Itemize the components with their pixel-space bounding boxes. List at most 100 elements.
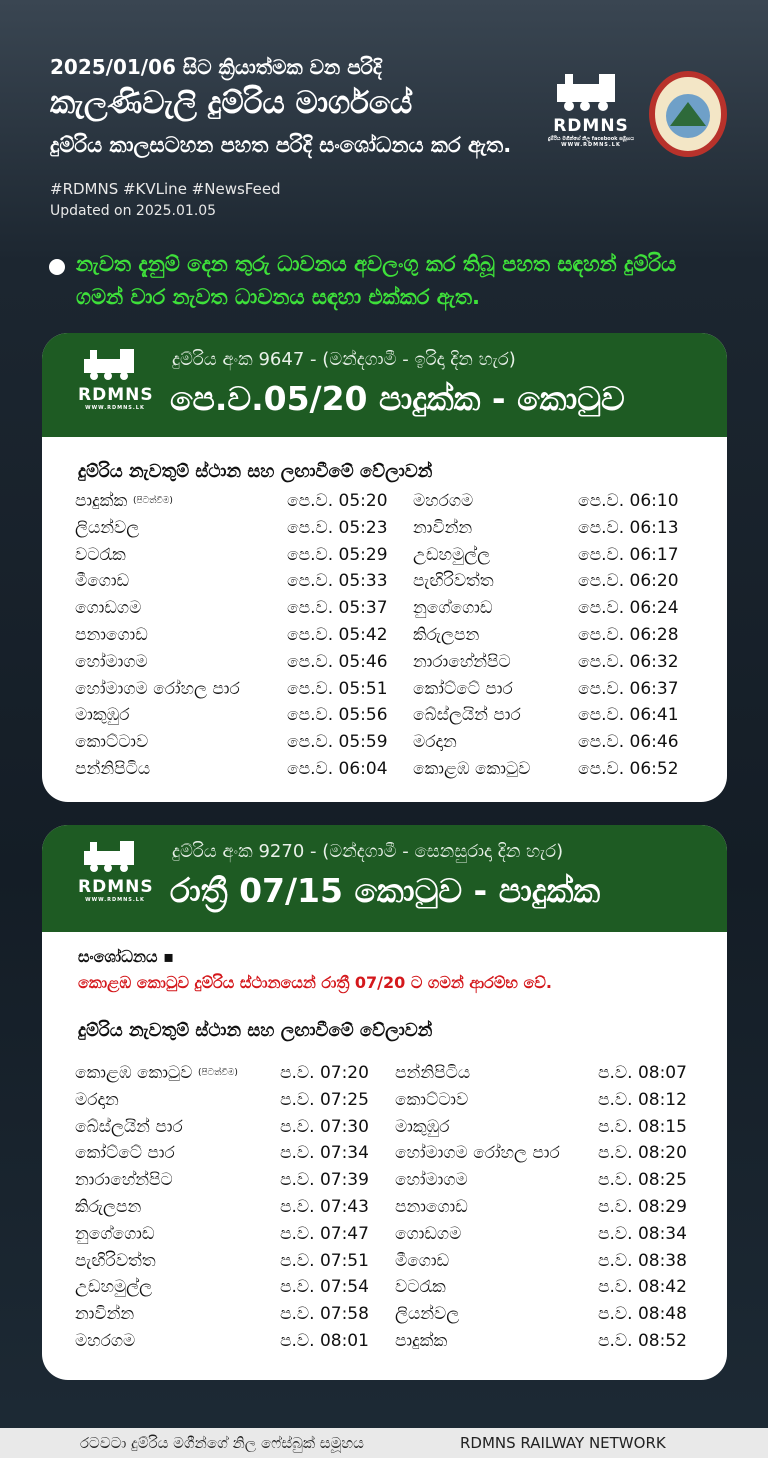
station-name: කෝට්ටේ පාර bbox=[75, 1143, 175, 1164]
arrival-time: ප.ව. 08:38 bbox=[598, 1250, 687, 1271]
footer-group: රටවටා දුම්රිය මගීන්ගේ නිල ෆේස්බුක් සමූහය bbox=[80, 1434, 364, 1452]
arrival-time: පෙ.ව. 06:24 bbox=[578, 598, 679, 619]
logo-name: RDMNS bbox=[78, 877, 154, 897]
station-name: හෝමාගම bbox=[395, 1170, 468, 1191]
station-name: පන්නිපිටිය bbox=[395, 1063, 471, 1083]
arrival-time: පෙ.ව. 05:46 bbox=[287, 651, 388, 672]
train-icon bbox=[84, 349, 134, 380]
station-name: කොළඹ කොටුව bbox=[413, 759, 531, 779]
section-heading: දුම්රිය නැවතුම් ස්ථාන සහ ලඟාවීමේ වේලාවන් bbox=[78, 1020, 433, 1041]
revision-label: සංශෝධනය ▪ bbox=[78, 947, 174, 966]
logo-name: RDMNS bbox=[78, 385, 154, 405]
header-line3: දුම්රිය කාලසටහන පහත පරිදි සංශෝධනය කර ඇත. bbox=[50, 133, 512, 157]
station-name: කොට්ටාව bbox=[395, 1089, 469, 1110]
arrival-time: ප.ව. 07:58 bbox=[280, 1304, 369, 1325]
arrival-time: ප.ව. 08:15 bbox=[598, 1116, 687, 1137]
footer-network: RDMNS RAILWAY NETWORK bbox=[460, 1434, 666, 1452]
station-name: පැඟිරිවත්ත bbox=[413, 571, 494, 592]
arrival-time: පෙ.ව. 06:52 bbox=[578, 759, 679, 779]
header-line1: 2025/01/06 සිට ක්‍රියාත්මක වන පරිදි bbox=[50, 55, 382, 79]
arrival-time: ප.ව. 08:25 bbox=[598, 1170, 687, 1191]
arrival-time: පෙ.ව. 06:04 bbox=[287, 759, 388, 779]
card-logo: RDMNS WWW.RDMNS.LK bbox=[78, 347, 154, 411]
station-name: පනාගොඩ bbox=[75, 625, 148, 645]
schedule-card: RDMNS WWW.RDMNS.LK දුම්රිය අංක 9647 - (මන්… bbox=[42, 333, 727, 802]
station-name: මහරගම bbox=[75, 1331, 136, 1351]
arrival-time: ප.ව. 08:29 bbox=[598, 1197, 687, 1217]
station-name: කොට්ටාව bbox=[75, 732, 149, 753]
arrival-time: ප.ව. 07:20 bbox=[280, 1063, 369, 1083]
arrival-time: පෙ.ව. 05:33 bbox=[287, 571, 388, 592]
arrival-time: පෙ.ව. 05:23 bbox=[287, 517, 388, 538]
station-name: මරදාන bbox=[413, 732, 457, 753]
logo-tagline: දුම්රිය මගීන්ගේ නිල facebook සමූහය bbox=[548, 136, 634, 142]
station-name: වටරැක bbox=[395, 1277, 446, 1298]
station-name: මාකුඹුර bbox=[395, 1116, 450, 1137]
arrival-time: ප.ව. 08:52 bbox=[598, 1331, 687, 1351]
train-icon bbox=[557, 74, 615, 111]
updated: Updated on 2025.01.05 bbox=[50, 203, 217, 219]
station-name: මරදාන bbox=[75, 1089, 119, 1110]
station-name: මහරගම bbox=[413, 491, 474, 511]
station-name: බේස්ලයින් පාර bbox=[413, 705, 521, 726]
station-name: කෝට්ටේ පාර bbox=[413, 678, 513, 699]
card-header: RDMNS WWW.RDMNS.LK දුම්රිය අංක 9270 - (මන්… bbox=[42, 825, 727, 932]
arrival-time: පෙ.ව. 06:32 bbox=[578, 651, 679, 672]
hashtags: #RDMNS #KVLine #NewsFeed bbox=[50, 180, 281, 198]
arrival-time: පෙ.ව. 05:56 bbox=[287, 705, 388, 726]
station-name: මීගොඩ bbox=[395, 1250, 450, 1271]
station-name: කිරුලපන bbox=[75, 1197, 142, 1217]
arrival-time: පෙ.ව. 06:37 bbox=[578, 678, 679, 699]
station-name: පනාගොඩ bbox=[395, 1197, 468, 1217]
arrival-time: පෙ.ව. 05:59 bbox=[287, 732, 388, 753]
station-name: ගොඩගම bbox=[75, 598, 142, 619]
station-name: පන්නිපිටිය bbox=[75, 759, 151, 779]
revision-text: කොළඹ කොටුව දුම්රිය ස්ථානයෙන් රාත්‍රී 07/… bbox=[78, 973, 552, 992]
arrival-time: ප.ව. 08:48 bbox=[598, 1304, 687, 1325]
arrival-time: පෙ.ව. 06:46 bbox=[578, 732, 679, 753]
station-name: කොළඹ කොටුව bbox=[75, 1063, 193, 1083]
station-name: ලියන්වල bbox=[395, 1304, 460, 1325]
arrival-time: ප.ව. 08:34 bbox=[598, 1223, 687, 1244]
arrival-time: පෙ.ව. 05:42 bbox=[287, 625, 388, 645]
arrival-time: පෙ.ව. 05:37 bbox=[287, 598, 388, 619]
station-name: මාකුඹුර bbox=[75, 705, 130, 726]
logo-url: WWW.RDMNS.LK bbox=[85, 405, 145, 411]
arrival-time: ප.ව. 08:42 bbox=[598, 1277, 687, 1298]
header-logo: RDMNS දුම්රිය මගීන්ගේ නිල facebook සමූහය… bbox=[548, 70, 634, 148]
station-name: පැඟිරිවත්ත bbox=[75, 1250, 156, 1271]
arrival-time: පෙ.ව. 06:13 bbox=[578, 517, 679, 538]
card-logo: RDMNS WWW.RDMNS.LK bbox=[78, 839, 154, 903]
departure-note: (පිටත්වීම) bbox=[133, 496, 173, 506]
arrival-time: ප.ව. 07:34 bbox=[280, 1143, 369, 1164]
logo-url: WWW.RDMNS.LK bbox=[85, 897, 145, 903]
station-name: නුගේගොඩ bbox=[413, 598, 493, 619]
station-name: වටරැක bbox=[75, 544, 126, 565]
card-title: රාත්‍රී 07/15 කොටුව - පාදුක්ක bbox=[170, 871, 601, 910]
card-header: RDMNS WWW.RDMNS.LK දුම්රිය අංක 9647 - (මන්… bbox=[42, 333, 727, 437]
station-name: නාවින්න bbox=[413, 517, 473, 538]
station-name: නාරාහේන්පිට bbox=[75, 1170, 173, 1191]
arrival-time: ප.ව. 08:20 bbox=[598, 1143, 687, 1164]
station-name: හෝමාගම රෝහල පාර bbox=[75, 678, 240, 699]
station-name: බේස්ලයින් පාර bbox=[75, 1116, 183, 1137]
emblem bbox=[649, 71, 727, 157]
station-name: නාරාහේන්පිට bbox=[413, 651, 511, 672]
arrival-time: පෙ.ව. 05:51 bbox=[287, 678, 388, 699]
arrival-time: ප.ව. 07:47 bbox=[280, 1223, 369, 1244]
card-subtitle: දුම්රිය අංක 9270 - (මන්දගාමී - සෙනසුරාදා… bbox=[172, 841, 564, 862]
train-icon bbox=[84, 841, 134, 872]
station-name: නුගේගොඩ bbox=[75, 1223, 155, 1244]
arrival-time: ප.ව. 07:39 bbox=[280, 1170, 369, 1191]
station-name: හෝමාගම රෝහල පාර bbox=[395, 1143, 560, 1164]
station-name: කිරුලපන bbox=[413, 625, 480, 645]
station-name: ලියන්වල bbox=[75, 517, 140, 538]
arrival-time: ප.ව. 08:12 bbox=[598, 1089, 687, 1110]
arrival-time: පෙ.ව. 06:28 bbox=[578, 625, 679, 645]
logo-url: WWW.RDMNS.LK bbox=[561, 142, 621, 148]
station-name: ගොඩගම bbox=[395, 1223, 462, 1244]
arrival-time: ප.ව. 07:25 bbox=[280, 1089, 369, 1110]
card-subtitle: දුම්රිය අංක 9647 - (මන්දගාමී - ඉරිදා දින… bbox=[172, 349, 516, 370]
arrival-time: පෙ.ව. 06:41 bbox=[578, 705, 679, 726]
